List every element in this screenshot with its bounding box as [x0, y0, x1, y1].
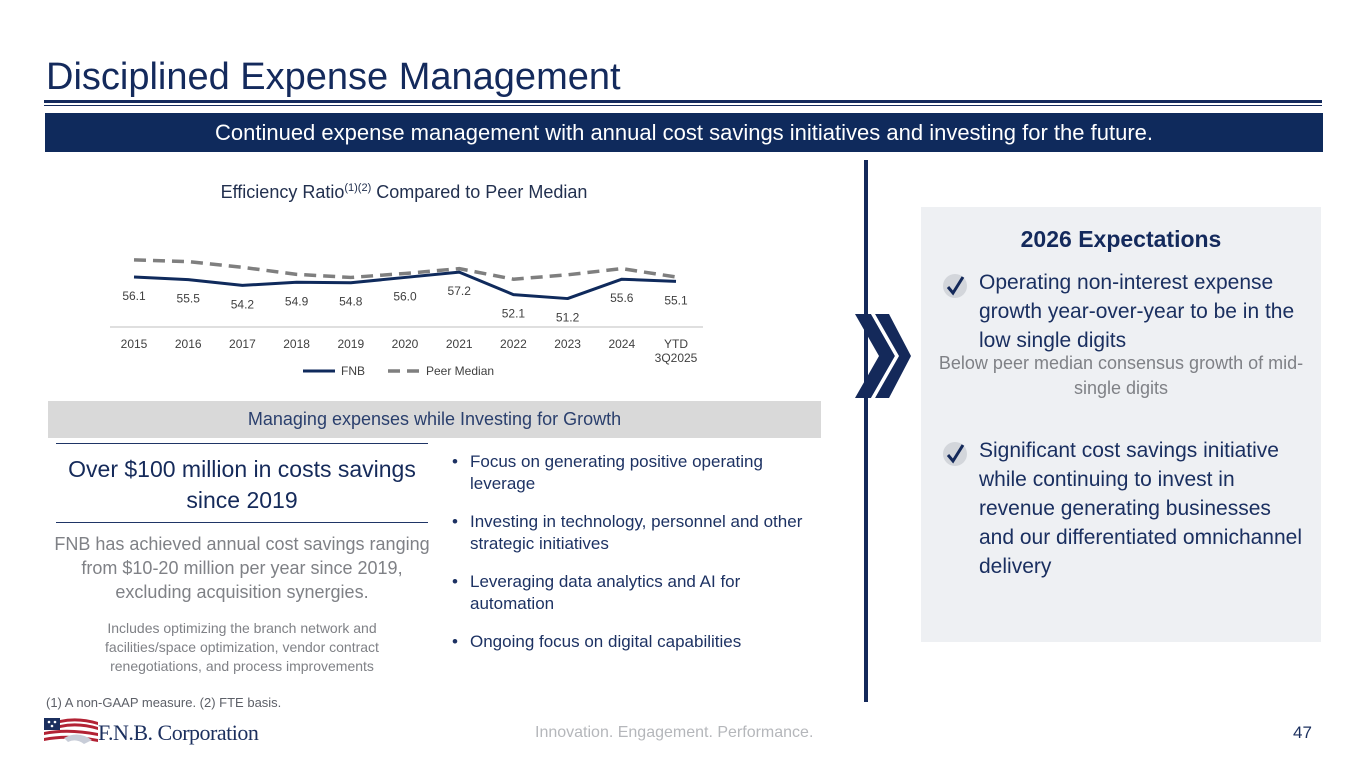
x-tick-label: 2021 [446, 337, 473, 351]
page-number: 47 [1293, 723, 1312, 742]
bullet-item: Ongoing focus on digital capabilities [450, 631, 818, 653]
chart-title-main: Efficiency Ratio [220, 182, 345, 202]
expectation-item-cost-savings: Significant cost savings initiative whil… [979, 439, 1303, 578]
x-tick-label: 2024 [608, 337, 635, 351]
legend-label: Peer Median [426, 364, 494, 378]
cost-savings-note: Includes optimizing the branch network a… [105, 620, 379, 674]
bullet-item: Leveraging data analytics and AI for aut… [450, 571, 818, 615]
x-tick-label: 2023 [554, 337, 581, 351]
expectation-item-subtext: Below peer median consensus growth of mi… [938, 353, 1304, 398]
section-bar-label: Managing expenses while Investing for Gr… [247, 409, 622, 429]
legend-label: FNB [341, 364, 365, 378]
double-chevron-icon [855, 314, 911, 398]
x-tick-label: 2022 [500, 337, 527, 351]
growth-bullet-list: Focus on generating positive operating l… [450, 451, 818, 669]
headline-banner-text: Continued expense management with annual… [214, 119, 1153, 145]
data-label: 52.1 [502, 307, 526, 321]
data-label: 55.5 [177, 292, 201, 306]
tagline: Innovation. Engagement. Performance. [535, 724, 814, 741]
headline-banner: Continued expense management with annual… [45, 113, 1323, 152]
data-label: 54.8 [339, 295, 363, 309]
fnb-flag-logo [44, 718, 98, 744]
stat-rule-top [56, 443, 428, 444]
expectations-title: 2026 Expectations [1020, 226, 1222, 252]
chart-title-rest: Compared to Peer Median [371, 182, 588, 202]
data-label: 55.1 [664, 293, 688, 307]
data-label: 51.2 [556, 311, 580, 325]
x-tick-label: 2016 [175, 337, 202, 351]
footnote: (1) A non-GAAP measure. (2) FTE basis. [46, 695, 282, 710]
series-line-fnb [133, 270, 677, 301]
x-tick-label: 2017 [229, 337, 256, 351]
x-tick-label: YTD 3Q2025 [655, 337, 698, 365]
chart-title: Efficiency Ratio(1)(2) Compared to Peer … [0, 182, 808, 203]
cost-savings-body: FNB has achieved annual cost savings ran… [54, 534, 430, 602]
data-label: 56.1 [122, 289, 146, 303]
x-tick-label: 2019 [337, 337, 364, 351]
title-rule-thin [44, 105, 1322, 106]
efficiency-ratio-chart: 56.1 55.5 54.2 54.9 54.8 56.0 57.2 52.1 51.2 55.6… [110, 258, 703, 378]
data-label: 55.6 [610, 291, 634, 305]
check-icon [943, 274, 967, 298]
chart-title-superscript: (1)(2) [344, 182, 372, 194]
data-label: 54.2 [231, 297, 255, 311]
page-title: Disciplined Expense Management [46, 56, 621, 98]
section-bar: Managing expenses while Investing for Gr… [48, 401, 821, 438]
bullet-item: Focus on generating positive operating l… [450, 451, 818, 495]
data-label: 57.2 [448, 284, 472, 298]
data-label: 54.9 [285, 294, 309, 308]
expectation-item-expense-growth: Operating non-interest expense growth ye… [979, 271, 1295, 352]
x-tick-label: 2020 [392, 337, 419, 351]
vertical-divider [864, 160, 868, 702]
cost-savings-headline: Over $100 million in costs savings since… [68, 456, 416, 513]
series-line-peer-median [133, 258, 677, 281]
x-tick-label: 2018 [283, 337, 310, 351]
data-label: 56.0 [393, 289, 417, 303]
check-icon [943, 442, 967, 466]
x-tick-label: 2015 [121, 337, 148, 351]
bullet-item: Investing in technology, personnel and o… [450, 511, 818, 555]
stat-rule-bottom [56, 522, 428, 523]
title-rule [44, 100, 1322, 103]
company-name: F.N.B. Corporation [98, 720, 259, 745]
expectations-panel [921, 207, 1321, 642]
